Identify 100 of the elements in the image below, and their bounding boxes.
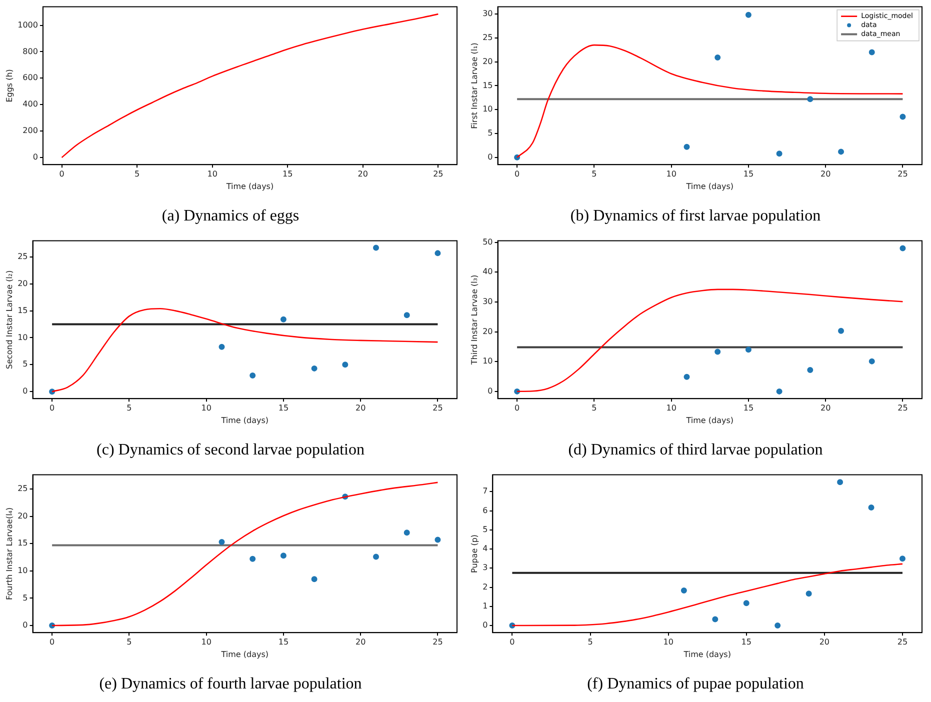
y-tick-label: 15	[482, 80, 493, 90]
point	[373, 554, 380, 560]
x-tick-label: 20	[820, 403, 831, 412]
y-axis-title: Pupae (p)	[470, 534, 479, 573]
point	[680, 588, 687, 594]
x-tick-label: 15	[743, 403, 754, 412]
y-axis-title: Second Instar Larvae (l₂)	[4, 270, 14, 370]
x-tick-label: 20	[820, 169, 831, 178]
text: (b) Dynamics of first larvae population	[570, 208, 821, 225]
x-tick-label: 0	[514, 403, 520, 412]
text: (d) Dynamics of third larvae population	[568, 442, 823, 459]
x-tick-label: 25	[898, 169, 908, 178]
y-tick-label: 15	[18, 306, 28, 315]
y-tick-label: 30	[482, 9, 493, 18]
point	[250, 372, 256, 378]
x-tick-label: 10	[666, 403, 676, 412]
point	[404, 530, 410, 536]
y-tick-label: 7	[482, 486, 488, 496]
y-tick-label: 20	[482, 56, 493, 66]
y-axis-title: Fourth Instar Larvae(l₄)	[4, 507, 14, 600]
x-tick-label: 25	[898, 403, 908, 412]
point	[745, 346, 752, 353]
point	[838, 148, 844, 155]
x-tick-label: 20	[358, 169, 368, 178]
y-tick-label: 10	[482, 104, 493, 114]
point	[807, 366, 814, 373]
y-tick-label: 10	[18, 332, 28, 342]
y-tick-label: 25	[18, 252, 28, 262]
x-tick-label: 5	[592, 169, 597, 178]
y-tick-label: 600	[22, 73, 38, 82]
point	[837, 479, 844, 486]
text: (e) Dynamics of fourth larvae population	[99, 676, 362, 693]
point	[712, 616, 718, 622]
x-tick-label: 25	[432, 403, 443, 412]
y-tick-label: 6	[482, 506, 488, 515]
y-tick-label: 20	[18, 278, 28, 288]
text: (a) Dynamics of eggs	[162, 208, 300, 225]
point	[250, 556, 256, 562]
y-tick-label: 5	[22, 593, 28, 602]
point	[868, 504, 874, 511]
x-tick-label: 0	[50, 403, 55, 412]
x-tick-label: 15	[282, 169, 293, 178]
y-axis-title: First Instar Larvae (l₁)	[470, 42, 479, 129]
point	[900, 245, 906, 252]
x-tick-label: 5	[134, 169, 140, 178]
x-tick-label: 0	[510, 637, 515, 646]
y-tick-label: 0	[32, 152, 38, 162]
point	[806, 590, 812, 597]
point	[774, 622, 781, 629]
y-tick-label: 3	[482, 563, 488, 572]
x-tick-label: 10	[201, 637, 212, 646]
x-axis-title: Time (days)	[225, 182, 274, 192]
y-tick-label: 200	[22, 126, 38, 136]
x-axis-title: Time (days)	[682, 650, 731, 660]
point	[899, 556, 906, 562]
x-tick-label: 15	[278, 403, 289, 412]
point	[743, 600, 750, 606]
x-tick-label: 10	[207, 169, 218, 178]
y-tick-label: 20	[18, 511, 28, 520]
y-tick-label: 5	[488, 128, 493, 138]
y-tick-label: 800	[22, 46, 38, 56]
point	[373, 244, 380, 251]
x-axis-title: Time (days)	[685, 416, 734, 426]
point	[404, 312, 410, 318]
y-tick-label: 1000	[18, 20, 38, 30]
x-tick-label: 5	[592, 403, 597, 412]
y-tick-label: 50	[482, 237, 493, 246]
point	[311, 576, 318, 582]
x-tick-label: 25	[432, 637, 443, 646]
x-tick-label: 20	[355, 637, 366, 646]
point	[776, 150, 782, 157]
x-tick-label: 5	[126, 637, 132, 646]
point	[868, 49, 875, 56]
x-axis-title: Time (days)	[220, 650, 269, 660]
x-tick-label: 0	[59, 169, 64, 178]
y-tick-label: 10	[482, 356, 493, 366]
point	[280, 316, 286, 322]
point	[342, 362, 348, 368]
point	[714, 348, 721, 355]
y-tick-label: 2	[482, 582, 488, 592]
x-tick-label: 5	[126, 403, 132, 412]
point	[434, 536, 441, 543]
y-tick-label: 10	[18, 566, 28, 575]
x-tick-label: 25	[897, 637, 908, 646]
x-axis-title: Time (days)	[220, 416, 269, 426]
y-tick-label: 25	[482, 32, 493, 42]
y-tick-label: 0	[22, 620, 28, 630]
x-tick-label: 10	[663, 637, 674, 646]
y-tick-label: 30	[482, 297, 493, 306]
line-series	[61, 13, 439, 158]
x-tick-label: 5	[588, 637, 593, 646]
x-tick-label: 25	[433, 169, 444, 178]
y-axis-title: Third Instar Larvae (l₃)	[470, 274, 479, 366]
y-tick-label: 0	[22, 386, 28, 396]
point	[776, 388, 782, 394]
point	[684, 374, 690, 380]
x-tick-label: 10	[666, 169, 676, 178]
x-tick-label: 20	[355, 403, 366, 412]
y-tick-label: 0	[488, 386, 493, 396]
x-tick-label: 0	[514, 169, 520, 178]
